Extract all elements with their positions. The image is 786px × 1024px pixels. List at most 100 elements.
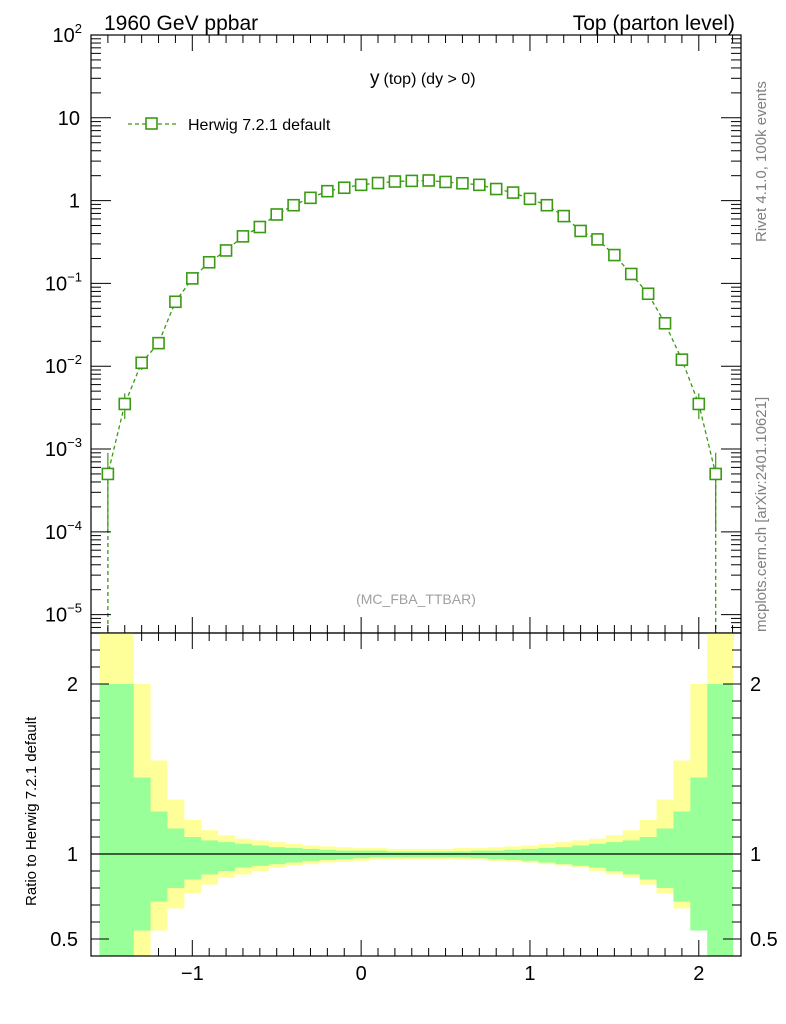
y-tick-label: 10−5: [45, 601, 82, 627]
source-label: mcplots.cern.ch [arXiv:2401.10621]: [753, 397, 770, 632]
data-point: [557, 209, 571, 223]
data-point: [287, 198, 300, 212]
header-right-title: Top (parton level): [573, 12, 735, 35]
data-point: [422, 174, 435, 187]
data-point: [692, 397, 706, 411]
data-point: [321, 184, 334, 198]
data-point: [574, 224, 587, 238]
plot-title: y (top) (dy > 0): [370, 68, 476, 89]
data-point: [202, 255, 216, 269]
ratio-band-inner: [707, 684, 734, 956]
y-tick-label: 10−4: [45, 518, 82, 544]
data-point: [337, 181, 351, 195]
x-tick-label: 2: [693, 963, 704, 985]
data-point: [456, 176, 469, 190]
x-tick-label: 1: [524, 963, 535, 985]
data-point: [405, 174, 419, 188]
ratio-y-axis-label: Ratio to Herwig 7.2.1 default: [23, 716, 40, 906]
header-left-title: 1960 GeV ppbar: [104, 12, 258, 35]
y-tick-label: 10−2: [45, 352, 82, 378]
ratio-band-inner: [639, 837, 658, 880]
ratio-band-inner: [589, 843, 607, 868]
ratio-band-inner: [116, 684, 134, 956]
ratio-band-inner: [217, 842, 236, 871]
data-point: [624, 267, 638, 281]
ratio-plot-panel: 0.5 0.5 1 1 2 2 −1 0 1 2 Ratio to Herwig 7.2.1 de…: [23, 632, 778, 985]
ratio-band-inner: [302, 848, 320, 861]
data-point: [540, 198, 554, 212]
legend: Herwig 7.2.1 default: [128, 117, 331, 134]
data-point: [523, 192, 537, 206]
ratio-y-tick-label-right: 1: [750, 844, 761, 866]
data-point: [152, 336, 165, 350]
ratio-band-inner: [521, 848, 539, 861]
ratio-band-inner: [673, 811, 691, 902]
ratio-band-inner: [622, 840, 641, 875]
ratio-band-inner: [99, 684, 117, 956]
ratio-band-inner: [504, 849, 523, 860]
ratio-axis-ticks: [91, 632, 741, 957]
ratio-band-inner: [200, 840, 219, 875]
data-point: [101, 467, 115, 481]
series-line: [107, 179, 717, 633]
data-point: [641, 287, 655, 301]
ratio-band-inner: [150, 811, 168, 902]
ratio-band-inner: [487, 850, 506, 860]
data-point: [304, 191, 317, 205]
data-point: [169, 295, 182, 309]
ratio-band-inner: [572, 845, 590, 866]
data-point: [270, 208, 284, 221]
data-point: [185, 272, 199, 285]
ratio-band-inner: [234, 843, 252, 868]
data-point: [658, 316, 672, 330]
plot-title-rest: (top) (dy > 0): [384, 71, 476, 88]
rivet-version-label: Rivet 4.1.0, 100k events: [753, 81, 770, 242]
data-point: [118, 397, 132, 411]
data-point: [354, 178, 368, 192]
main-y-tick-labels: 102 10 1 10−1 10−2 10−3 10−4 10−5: [45, 21, 82, 627]
y-tick-label: 102: [53, 21, 82, 47]
y-tick-label: 10: [58, 108, 80, 130]
ratio-band-inner: [656, 828, 674, 888]
ratio-band-inner: [183, 837, 202, 880]
x-tick-label: 0: [356, 963, 367, 985]
data-point: [388, 175, 402, 188]
data-point: [439, 175, 452, 189]
ratio-y-tick-label-right: 2: [750, 674, 761, 696]
ratio-band-inner: [166, 828, 185, 888]
data-point: [236, 230, 250, 243]
data-point: [253, 220, 267, 234]
plot-title-main: y: [370, 68, 380, 89]
data-point: [506, 186, 520, 199]
ratio-plot-frame: [90, 632, 742, 957]
ratio-band-inner: [555, 847, 573, 865]
ratio-band-inner: [268, 847, 286, 865]
data-point: [135, 356, 148, 370]
legend-label: Herwig 7.2.1 default: [188, 117, 331, 134]
data-point: [675, 353, 689, 366]
ratio-band-inner: [605, 842, 624, 871]
data-point: [591, 233, 604, 246]
main-axis-ticks: [91, 34, 741, 956]
analysis-label: (MC_FBA_TTBAR): [356, 591, 476, 607]
data-point: [473, 178, 486, 192]
main-series: [101, 174, 722, 633]
data-point: [371, 176, 385, 190]
ratio-band-inner: [285, 848, 303, 863]
data-point: [709, 467, 722, 481]
ratio-band-inner: [335, 850, 354, 860]
main-plot-panel: (MC_FBA_TTBAR) y (top) (dy > 0) Herwig 7.…: [45, 21, 742, 956]
data-point: [489, 182, 503, 196]
data-point: [219, 244, 233, 257]
legend-marker: [145, 117, 158, 130]
ratio-tick-labels: 0.5 0.5 1 1 2 2 −1 0 1 2: [50, 674, 778, 985]
ratio-band-inner: [318, 849, 337, 860]
y-tick-label: 10−3: [45, 435, 82, 461]
y-tick-label: 1: [69, 191, 80, 213]
ratio-band-inner: [251, 845, 269, 866]
ratio-bands: [99, 633, 734, 956]
ratio-y-tick-label: 2: [67, 674, 78, 696]
ratio-y-tick-label-right: 0.5: [750, 929, 778, 951]
data-point: [608, 248, 621, 262]
